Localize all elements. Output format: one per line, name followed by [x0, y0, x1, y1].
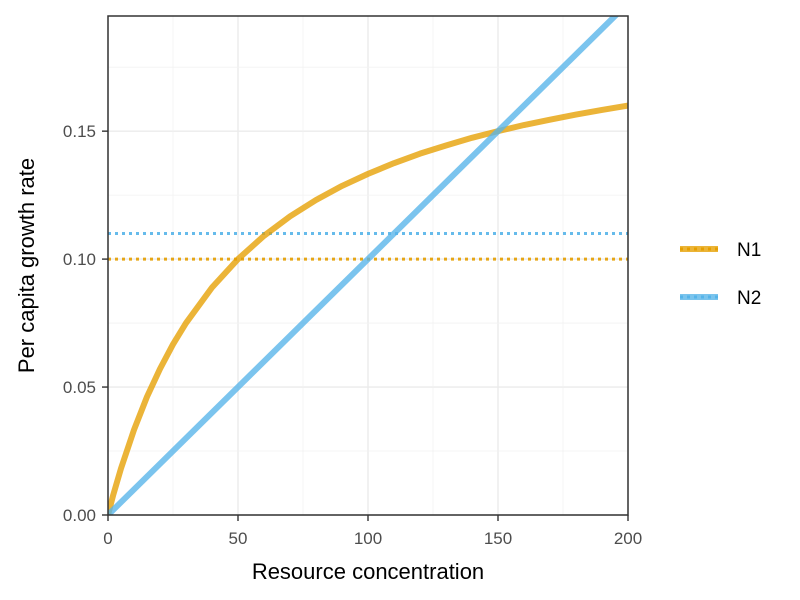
x-tick-label: 200: [614, 529, 642, 548]
legend-label: N2: [737, 288, 761, 309]
legend-item-n2: N2: [680, 288, 761, 309]
series-line-n1: [108, 102, 628, 515]
x-tick-label: 50: [229, 529, 248, 548]
x-tick-label: 100: [354, 529, 382, 548]
y-tick-label: 0.05: [63, 378, 96, 397]
y-tick-label: 0.00: [63, 506, 96, 525]
legend: N1 N2: [680, 240, 761, 309]
y-tick-label: 0.15: [63, 122, 96, 141]
x-axis-title: Resource concentration: [252, 559, 484, 584]
plot-area: [108, 16, 628, 515]
x-tick-label: 0: [103, 529, 112, 548]
y-tick-label: 0.10: [63, 250, 96, 269]
legend-item-n1: N1: [680, 240, 761, 261]
series-line-n2: [108, 16, 620, 515]
legend-label: N1: [737, 240, 761, 261]
x-tick-label: 150: [484, 529, 512, 548]
y-axis-title: Per capita growth rate: [14, 158, 39, 373]
axis-ticks: 0 50 100 150 200 0.00 0.05 0.10 0.15: [63, 122, 642, 548]
